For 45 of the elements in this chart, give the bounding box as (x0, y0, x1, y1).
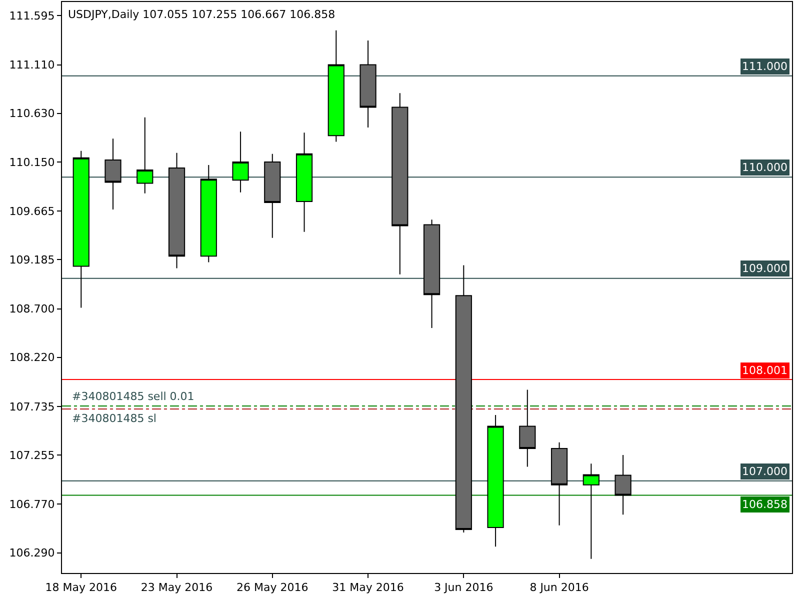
ref-line-label: #340801485 sell 0.01 (72, 390, 194, 403)
y-tick-label: 107.255 (9, 448, 55, 462)
y-tick-label: 107.735 (9, 400, 55, 414)
y-tick-label: 106.770 (9, 498, 55, 512)
x-tick-label: 26 May 2016 (236, 581, 308, 594)
candlestick (614, 454, 632, 516)
x-tick-label: 8 Jun 2016 (530, 581, 589, 594)
candlestick (200, 164, 217, 263)
y-tick-label: 109.665 (9, 204, 55, 218)
y-tick-label: 109.185 (9, 254, 55, 267)
candlestick (519, 389, 536, 468)
y-tick-label: 108.700 (9, 302, 55, 316)
candlestick (72, 150, 90, 308)
ref-line-label: #340801485 sl (72, 412, 156, 425)
y-tick-label: 110.150 (9, 156, 55, 169)
x-tick-label: 31 May 2016 (332, 581, 404, 594)
x-tick-label: 3 Jun 2016 (434, 581, 494, 594)
candlestick (328, 30, 344, 142)
x-tick-label: 23 May 2016 (140, 581, 213, 594)
y-tick-label: 111.110 (9, 58, 55, 72)
ref-line-label: 106.858 (742, 498, 788, 511)
candlestick (232, 131, 249, 193)
candlestick (487, 414, 504, 548)
candlestick (392, 92, 408, 275)
candlestick (296, 132, 313, 232)
candlestick (264, 153, 281, 238)
ref-line-label: 110.000 (742, 161, 788, 174)
candlestick (168, 152, 186, 269)
y-tick-label: 108.220 (9, 351, 55, 364)
text: USDJPY,Daily 107.055 107.255 106.667 106.858 (68, 8, 336, 21)
candlestick (550, 442, 568, 526)
y-tick-label: 111.595 (9, 10, 55, 23)
ref-line-label: 107.000 (742, 465, 788, 478)
candlestick (582, 463, 600, 560)
y-tick-label: 110.630 (9, 107, 55, 120)
candlestick (360, 40, 376, 128)
ref-line-label: 109.000 (742, 262, 788, 275)
x-tick-label: 18 May 2016 (45, 581, 117, 594)
candlestick (423, 219, 440, 328)
candlestick (455, 264, 472, 533)
candlestick (136, 116, 154, 194)
y-tick-label: 106.290 (9, 546, 55, 560)
candlestick (104, 138, 122, 210)
ref-line-label: 111.000 (742, 60, 788, 73)
ref-line-label: 108.001 (742, 364, 788, 377)
